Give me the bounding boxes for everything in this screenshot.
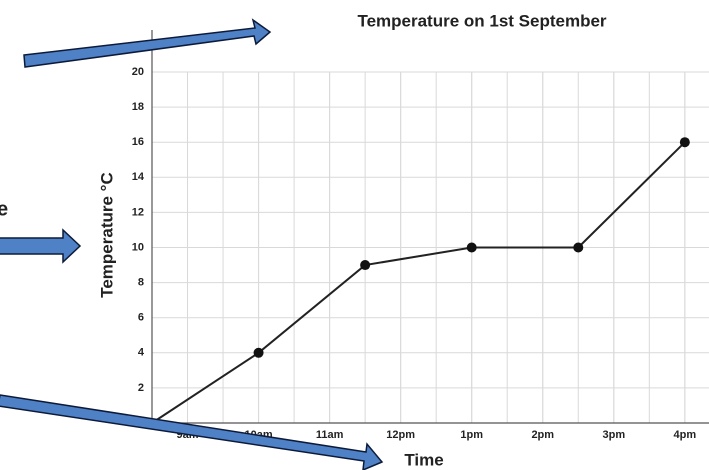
- y-tick-label: 2: [138, 382, 144, 394]
- point: [360, 260, 371, 271]
- arrows: [0, 18, 384, 470]
- y-axis-label: Temperature °C: [97, 172, 116, 298]
- chart-title: Temperature on 1st September: [357, 11, 606, 30]
- point: [573, 242, 584, 253]
- x-tick-label: 1pm: [460, 429, 483, 441]
- y-tick-label: 6: [138, 312, 144, 324]
- y-tick-label: 12: [132, 206, 144, 218]
- point: [466, 242, 477, 253]
- arrow: [23, 18, 272, 68]
- arrow: [0, 394, 384, 470]
- y-tick-label: 8: [138, 277, 144, 289]
- x-tick-label: 4pm: [674, 429, 697, 441]
- y-tick-label: 18: [132, 101, 144, 113]
- y-tick-label: 10: [132, 241, 144, 253]
- marks: [151, 137, 690, 424]
- y-tick-label: 16: [132, 136, 144, 148]
- line: [151, 141, 686, 424]
- x-axis-label: Time: [404, 450, 443, 469]
- x-tick-label: 3pm: [602, 429, 625, 441]
- y-tick-label: 4: [138, 347, 145, 359]
- y-tick-label: 14: [132, 171, 145, 183]
- point: [253, 347, 264, 358]
- y-tick-label: 20: [132, 66, 144, 78]
- x-tick-label: 2pm: [531, 429, 554, 441]
- x-tick-label: 12pm: [386, 429, 415, 441]
- x-tick-label: 11am: [316, 429, 344, 441]
- arrow: [0, 228, 82, 264]
- point: [679, 137, 690, 148]
- annotation: e: [0, 198, 8, 220]
